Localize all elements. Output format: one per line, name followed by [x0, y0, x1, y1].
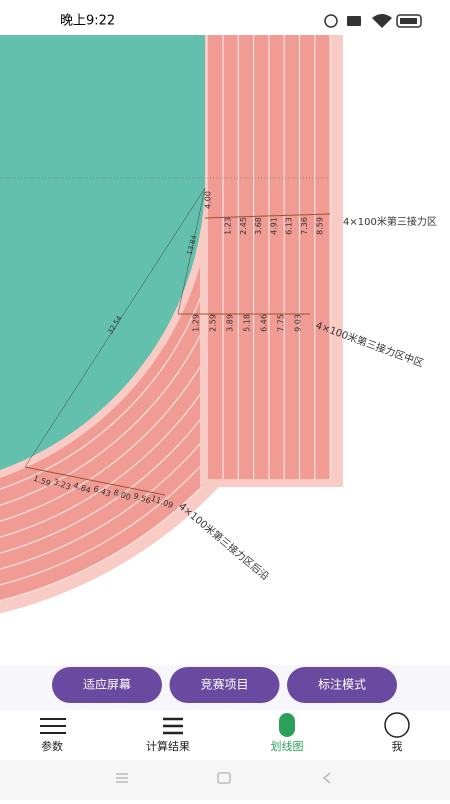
tab-label[interactable]: 计算结果 [146, 739, 190, 753]
label: 2.59 [209, 314, 218, 332]
label: 2.45 [239, 217, 248, 235]
status-icons [324, 14, 422, 28]
tab-icon [163, 717, 183, 735]
nav-bar [0, 760, 450, 800]
label: 4.00 [204, 191, 213, 209]
tab-bar [0, 710, 450, 760]
label: 6.46 [260, 314, 269, 332]
label: 9.03 [294, 314, 303, 332]
tab-icon [279, 713, 295, 737]
track-diagram [0, 35, 343, 614]
button[interactable] [287, 667, 397, 703]
button[interactable] [52, 667, 162, 703]
label: 5.18 [243, 314, 252, 332]
tab-icon [384, 712, 410, 738]
label: 3.68 [254, 217, 263, 235]
label: 4×100米第三接力区 [343, 215, 437, 228]
button-label[interactable]: 标注模式 [318, 677, 366, 692]
label: 4.91 [269, 217, 278, 235]
label: 6.13 [285, 217, 294, 235]
nav-icons [116, 772, 331, 784]
tab-label[interactable]: 我 [392, 740, 403, 753]
tab-label[interactable]: 划线图 [271, 739, 304, 753]
status-time: 晚上9:22 [60, 14, 115, 29]
label: 8.59 [315, 217, 324, 235]
button-label[interactable]: 适应屏幕 [83, 677, 131, 692]
tab-icon [40, 718, 66, 734]
label: 7.36 [300, 217, 309, 235]
button-label[interactable]: 竞赛项目 [200, 677, 248, 692]
label: 3.89 [226, 314, 235, 332]
label: 1.23 [224, 217, 233, 235]
label: 1.29 [192, 314, 201, 332]
button[interactable] [169, 667, 280, 703]
label: 4×100米第三接力区后沿 [176, 500, 272, 583]
tab-label[interactable]: 参数 [41, 739, 63, 753]
label: 7.75 [277, 314, 286, 332]
